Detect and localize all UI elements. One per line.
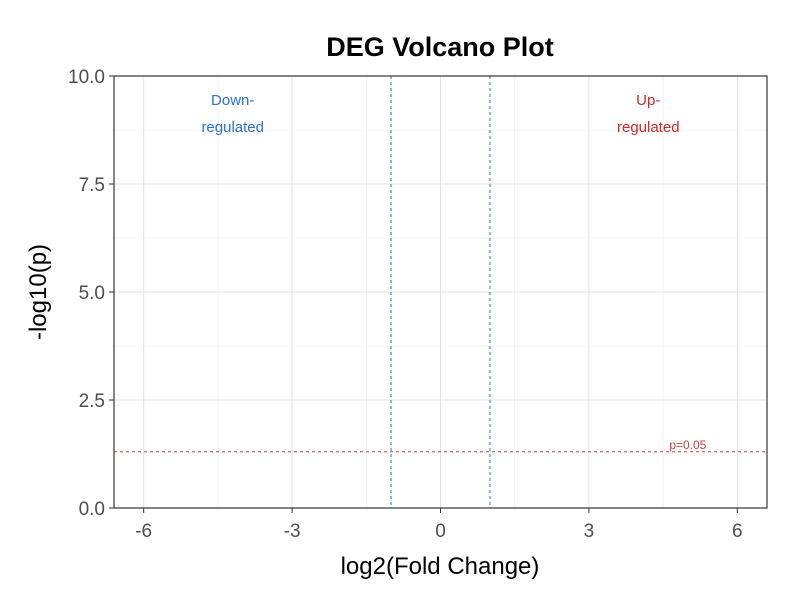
x-tick-label: 3 (584, 521, 595, 542)
x-tick-label: 0 (435, 521, 446, 542)
y-axis-title: -log10(p) (25, 244, 52, 340)
y-axis: 0.0 2.5 5.0 7.5 10.0 (68, 67, 114, 520)
y-tick-label: 5.0 (79, 283, 105, 304)
down-regulated-label: Down-regulated (201, 92, 264, 136)
pvalue-threshold-label: p=0.05 (669, 438, 706, 452)
up-regulated-label: Up-regulated (617, 92, 680, 136)
x-axis-title: log2(Fold Change) (341, 553, 540, 580)
y-tick-label: 7.5 (79, 175, 105, 196)
annotations: Down-regulated Up-regulated (201, 92, 679, 136)
chart-title: DEG Volcano Plot (326, 32, 554, 62)
x-tick-label: 6 (732, 521, 743, 542)
x-axis: -6 -3 0 3 6 (135, 508, 743, 542)
y-tick-label: 0.0 (79, 499, 105, 520)
y-tick-label: 2.5 (79, 391, 105, 412)
y-tick-label: 10.0 (68, 67, 105, 88)
x-tick-label: -3 (284, 521, 301, 542)
x-tick-label: -6 (135, 521, 152, 542)
threshold-lines: p=0.05 (114, 76, 767, 508)
